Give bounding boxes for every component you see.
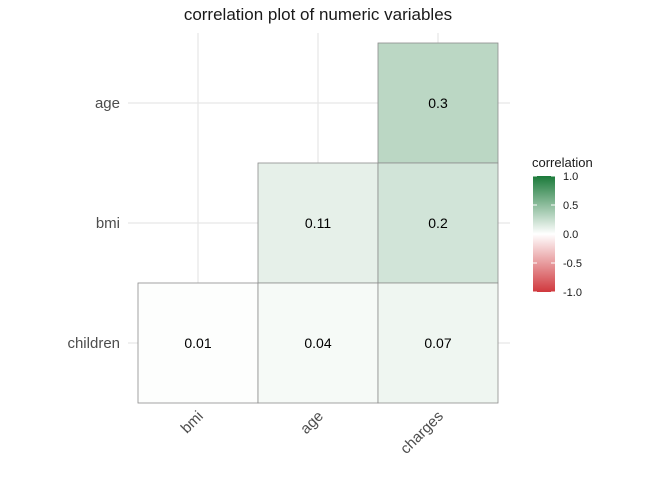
y-tick-label: children [67, 335, 120, 352]
color-legend: correlation 1.0 0.5 0.0 -0.5 -1.0 [532, 155, 593, 299]
cell-value-label: 0.2 [428, 215, 448, 231]
cell-value-label: 0.3 [428, 95, 448, 111]
legend-color-bar [533, 176, 555, 292]
legend-tick-label: 1.0 [563, 171, 578, 183]
legend-tick-label: -0.5 [563, 258, 582, 270]
legend-tick-label: 0.5 [563, 200, 578, 212]
cell-value-label: 0.01 [184, 335, 211, 351]
legend-title: correlation [532, 155, 593, 170]
legend-tick-label: -1.0 [563, 287, 582, 299]
y-axis-tick-labels: age bmi children [67, 95, 120, 352]
heatmap-cell [137, 282, 259, 404]
y-tick-label: bmi [96, 215, 120, 232]
heatmap-cell [257, 282, 379, 404]
legend-ticks: 1.0 0.5 0.0 -0.5 -1.0 [533, 171, 582, 299]
heatmap-cell [257, 162, 379, 284]
legend-tick-label: 0.0 [563, 229, 578, 241]
x-tick-label: age [297, 408, 327, 438]
y-tick-label: age [95, 95, 120, 112]
cell-value-label: 0.04 [304, 335, 331, 351]
cell-value-label: 0.07 [424, 335, 451, 351]
chart-title: correlation plot of numeric variables [184, 5, 452, 24]
x-tick-label: charges [397, 408, 447, 458]
heatmap-cells: 0.3 0.11 0.2 0.01 0.04 0.07 [137, 42, 499, 404]
heatmap-cell [377, 282, 499, 404]
x-axis-tick-labels: bmi age charges [178, 408, 447, 458]
heatmap-cell [377, 162, 499, 284]
x-tick-label: bmi [178, 408, 207, 437]
cell-value-label: 0.11 [305, 215, 331, 231]
